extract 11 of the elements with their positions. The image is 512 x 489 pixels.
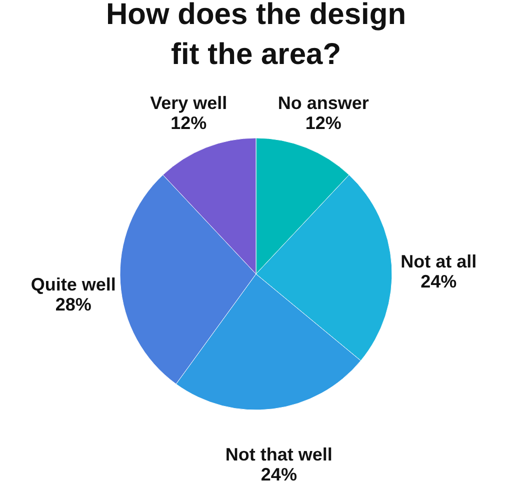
slice-label: Not at all — [400, 252, 477, 272]
chart-title: How does the design fit the area? — [106, 0, 406, 71]
slice-label: Not that well — [225, 444, 332, 465]
data-label: 28% — [55, 294, 92, 314]
slice-label: Quite well — [30, 274, 116, 294]
slice-label: Very well — [150, 92, 228, 113]
data-label: 12% — [170, 112, 207, 133]
data-label: 24% — [420, 272, 457, 292]
data-label: 12% — [305, 112, 342, 133]
slice-label: No answer — [278, 92, 369, 113]
data-label: 24% — [260, 464, 297, 485]
